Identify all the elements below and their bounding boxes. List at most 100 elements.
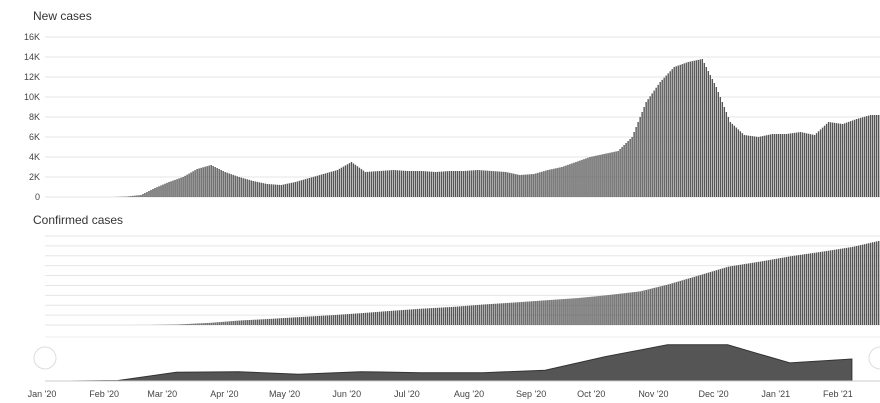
confirmed-cases-bar bbox=[689, 277, 691, 325]
new-cases-bar bbox=[264, 183, 266, 197]
new-cases-bar bbox=[455, 171, 457, 197]
new-cases-bar bbox=[198, 168, 200, 197]
new-cases-bar bbox=[312, 176, 315, 197]
confirmed-cases-bar bbox=[308, 316, 311, 325]
confirmed-cases-bar bbox=[601, 295, 603, 325]
confirmed-cases-bar bbox=[324, 315, 327, 325]
confirmed-cases-bar bbox=[751, 262, 754, 325]
confirmed-cases-bar bbox=[222, 321, 224, 325]
new-cases-bar bbox=[749, 135, 752, 197]
new-cases-bar bbox=[777, 134, 780, 197]
new-cases-bar bbox=[803, 132, 806, 197]
new-cases-bar bbox=[168, 182, 170, 197]
new-cases-bar bbox=[483, 170, 485, 197]
confirmed-cases-title: Confirmed cases bbox=[33, 213, 123, 227]
navigator-x-tick-label: Aug '20 bbox=[454, 389, 484, 399]
new-cases-bar bbox=[150, 190, 152, 197]
navigator-x-tick-label: Jan '21 bbox=[761, 389, 790, 399]
new-cases-bar bbox=[491, 171, 493, 197]
new-cases-bar bbox=[557, 167, 559, 197]
new-cases-bar bbox=[238, 177, 240, 197]
confirmed-cases-bar bbox=[851, 246, 854, 325]
confirmed-cases-bar bbox=[290, 317, 293, 325]
confirmed-cases-bar bbox=[328, 315, 331, 325]
new-cases-bar bbox=[603, 154, 605, 197]
confirmed-cases-bar bbox=[473, 305, 475, 325]
confirmed-cases-bar bbox=[487, 304, 489, 325]
new-cases-bar bbox=[424, 171, 427, 197]
confirmed-cases-bar bbox=[745, 263, 748, 325]
navigator-left-handle[interactable] bbox=[33, 346, 57, 370]
new-cases-bar bbox=[442, 171, 445, 197]
confirmed-cases-bar bbox=[198, 323, 200, 325]
confirmed-cases-bar bbox=[807, 253, 810, 325]
new-cases-bar bbox=[436, 171, 439, 197]
new-cases-bar bbox=[807, 133, 810, 197]
new-cases-bar bbox=[587, 157, 589, 197]
confirmed-cases-bar bbox=[791, 255, 794, 325]
new-cases-bar bbox=[531, 174, 533, 197]
new-cases-bar bbox=[683, 63, 685, 197]
new-cases-bar bbox=[392, 170, 395, 197]
new-cases-y-tick-label: 14K bbox=[24, 52, 40, 62]
confirmed-cases-bar bbox=[857, 245, 860, 325]
confirmed-cases-bar bbox=[370, 312, 373, 325]
navigator-right-handle[interactable] bbox=[868, 346, 880, 370]
new-cases-bar bbox=[625, 143, 627, 197]
confirmed-cases-bar bbox=[398, 310, 401, 325]
confirmed-cases-bar bbox=[188, 323, 190, 325]
new-cases-bar bbox=[192, 171, 194, 197]
new-cases-bar bbox=[499, 171, 501, 197]
new-cases-bar bbox=[785, 134, 788, 197]
new-cases-bar bbox=[174, 179, 176, 197]
new-cases-bar bbox=[465, 170, 467, 197]
new-cases-bar bbox=[513, 173, 515, 197]
new-cases-bar bbox=[525, 174, 527, 197]
confirmed-cases-bar bbox=[180, 324, 182, 325]
confirmed-cases-bar bbox=[336, 314, 339, 325]
new-cases-bar bbox=[410, 171, 413, 197]
new-cases-bar bbox=[765, 135, 768, 197]
confirmed-cases-bar bbox=[835, 249, 838, 325]
new-cases-bar bbox=[759, 136, 762, 197]
new-cases-bar bbox=[573, 162, 575, 197]
confirmed-cases-bar bbox=[767, 260, 770, 325]
new-cases-bar bbox=[551, 169, 553, 197]
confirmed-cases-bar bbox=[368, 312, 371, 325]
confirmed-cases-bar bbox=[276, 318, 278, 325]
confirmed-cases-bar bbox=[587, 297, 589, 325]
new-cases-bar bbox=[222, 171, 224, 197]
new-cases-bar bbox=[272, 184, 274, 197]
confirmed-cases-bar bbox=[274, 318, 276, 325]
confirmed-cases-bar bbox=[779, 258, 782, 325]
confirmed-cases-bar bbox=[312, 316, 315, 325]
new-cases-bar bbox=[653, 90, 655, 197]
confirmed-cases-bar bbox=[749, 263, 752, 325]
new-cases-bar bbox=[835, 123, 838, 197]
new-cases-bar bbox=[841, 124, 844, 197]
new-cases-bar bbox=[216, 168, 218, 197]
new-cases-bar bbox=[723, 107, 726, 197]
new-cases-bar bbox=[296, 181, 299, 197]
confirmed-cases-bar bbox=[759, 261, 762, 325]
new-cases-bar bbox=[561, 167, 563, 197]
new-cases-bar bbox=[753, 136, 756, 197]
confirmed-cases-bar bbox=[761, 261, 764, 325]
new-cases-bar bbox=[691, 61, 693, 198]
new-cases-bar bbox=[601, 154, 603, 197]
confirmed-cases-bar bbox=[571, 298, 573, 325]
new-cases-bar bbox=[489, 170, 491, 197]
confirmed-cases-bar bbox=[503, 303, 505, 325]
new-cases-title: New cases bbox=[33, 9, 92, 23]
new-cases-bar bbox=[384, 170, 387, 197]
new-cases-bar bbox=[434, 172, 437, 197]
new-cases-bar bbox=[699, 59, 701, 197]
confirmed-cases-bar bbox=[639, 291, 641, 325]
navigator-x-tick-label: Dec '20 bbox=[698, 389, 728, 399]
new-cases-bar bbox=[511, 173, 513, 197]
new-cases-bar bbox=[865, 116, 868, 197]
confirmed-cases-bar bbox=[513, 302, 515, 325]
confirmed-cases-bar bbox=[765, 260, 768, 325]
new-cases-bar bbox=[863, 116, 866, 197]
navigator-x-tick-label: Apr '20 bbox=[210, 389, 238, 399]
